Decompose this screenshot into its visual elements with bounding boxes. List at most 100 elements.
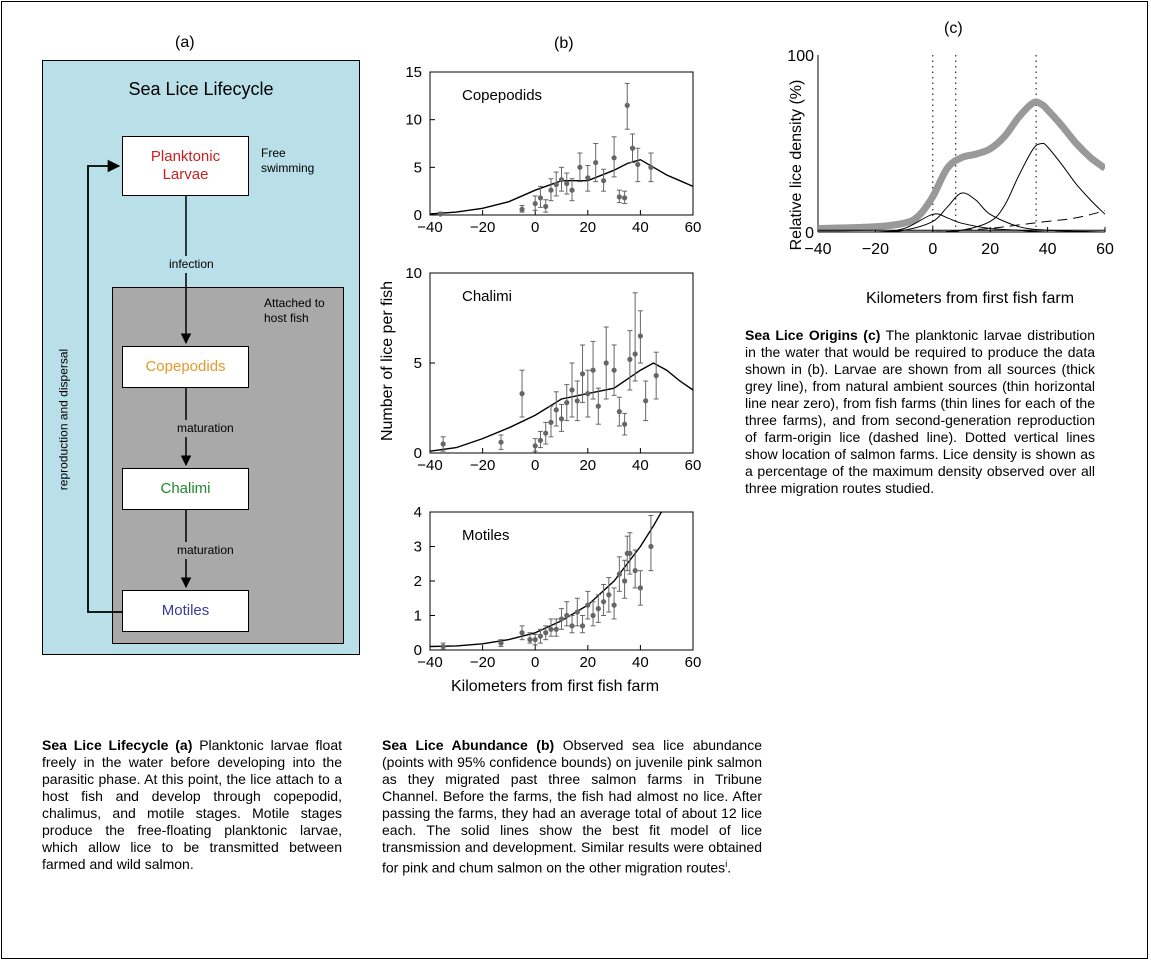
caption-b-title: Sea Lice Abundance (b) xyxy=(382,737,555,753)
data-point xyxy=(600,599,607,605)
caption-c-title: Sea Lice Origins (c) xyxy=(745,327,881,343)
data-point xyxy=(622,195,628,201)
y-tick-label: 3 xyxy=(414,539,422,556)
y-tick-label: 15 xyxy=(405,64,422,81)
x-tick-label: 0 xyxy=(531,654,539,671)
caption-c: Sea Lice Origins (c) The planktonic larv… xyxy=(745,327,1095,497)
y-tick-label: 5 xyxy=(414,355,422,372)
attached-label: Attached to host fish xyxy=(264,296,325,325)
panel-c-ylabel: Relative lice density (%) xyxy=(788,79,805,251)
x-tick-label: 60 xyxy=(1096,241,1114,258)
subplot-motiles: −40 −20 0 20 40 60 0 1 2 3 4 Motiles xyxy=(414,504,702,671)
data-point xyxy=(558,616,565,622)
data-point xyxy=(532,637,538,643)
data-point xyxy=(611,602,617,608)
data-point xyxy=(553,407,559,413)
data-point xyxy=(553,626,559,632)
x-tick-label: −40 xyxy=(417,219,442,236)
x-tick-label: 20 xyxy=(981,241,999,258)
x-tick-label: 60 xyxy=(685,654,702,671)
density-series-thin-2 xyxy=(818,213,1105,232)
x-tick-label: 0 xyxy=(928,241,937,258)
x-tick-label: 20 xyxy=(579,457,596,474)
data-point xyxy=(519,206,525,212)
stage-motiles-label: Motiles xyxy=(161,602,210,619)
data-point xyxy=(574,609,580,615)
data-point xyxy=(611,367,617,373)
data-point xyxy=(616,571,622,577)
x-tick-label: 40 xyxy=(632,457,649,474)
density-series-thin-3 xyxy=(818,142,1105,232)
data-point xyxy=(569,387,575,393)
caption-b-text: Observed sea lice abundance (points with… xyxy=(382,737,762,876)
data-point xyxy=(543,203,549,210)
data-point xyxy=(574,398,580,404)
stage-planktonic-larvae: Planktonic Larvae xyxy=(122,136,249,196)
x-tick-label: −40 xyxy=(804,241,831,258)
data-point xyxy=(606,592,612,598)
stage-copepodids-label: Copepodids xyxy=(145,358,226,375)
x-tick-label: −40 xyxy=(417,654,442,671)
y-tick-label: 0 xyxy=(414,642,422,659)
data-point xyxy=(635,161,641,168)
caption-c-text: The planktonic larvae distribution in th… xyxy=(745,327,1095,496)
data-point xyxy=(532,200,538,207)
data-point xyxy=(622,421,628,427)
data-point xyxy=(590,367,596,373)
data-point xyxy=(564,400,570,406)
subplot-title: Copepodids xyxy=(462,87,542,104)
data-point xyxy=(593,159,599,166)
data-point xyxy=(498,640,504,646)
data-point xyxy=(653,373,659,379)
data-point xyxy=(519,391,525,397)
data-point xyxy=(632,351,638,357)
data-point xyxy=(624,102,630,108)
density-series-dashed-5 xyxy=(818,210,1105,232)
density-series-thin-1 xyxy=(818,192,1105,232)
x-tick-label: 60 xyxy=(685,457,702,474)
data-point xyxy=(590,612,596,619)
panel-b-xlabel: Kilometers from first fish farm xyxy=(450,678,660,695)
data-point xyxy=(648,543,654,550)
free-swimming-label: Free swimming xyxy=(261,146,315,175)
x-tick-label: 0 xyxy=(531,219,539,236)
x-tick-label: 0 xyxy=(531,457,539,474)
data-point xyxy=(553,181,559,188)
reproduction-loop-arrow xyxy=(87,159,122,613)
density-lines xyxy=(818,98,1105,232)
data-point xyxy=(543,430,549,436)
data-point xyxy=(498,439,504,445)
y-tick-label: 10 xyxy=(405,265,422,282)
data-point xyxy=(569,623,575,629)
x-tick-label: 40 xyxy=(632,654,649,671)
subplot-title: Chalimi xyxy=(462,288,512,305)
data-point xyxy=(548,419,554,425)
data-point xyxy=(543,630,549,636)
panel-b-ylabel: Number of lice per fish xyxy=(379,280,396,442)
stage-planktonic-larvae-label: Planktonic Larvae xyxy=(150,148,221,183)
panel-c-xlabel: Kilometers from first fish farm xyxy=(865,290,1075,307)
data-point xyxy=(440,643,446,650)
x-tick-label: −20 xyxy=(470,654,495,671)
maturation-label-2: maturation xyxy=(175,542,236,559)
subplot-chalimi: −40 −20 0 20 40 60 0 5 10 Chalimi xyxy=(405,265,701,474)
data-point xyxy=(577,164,583,170)
fit-line xyxy=(429,158,694,215)
data-point xyxy=(629,145,636,151)
maturation-label-1: maturation xyxy=(175,420,236,437)
caption-b-footnote: i xyxy=(725,859,728,869)
caption-a: Sea Lice Lifecycle (a) Planktonic larvae… xyxy=(42,737,342,873)
y-tick-label: 4 xyxy=(414,504,422,521)
subplot-copepodids: −40 −20 0 20 40 60 0 5 10 15 Copepodids xyxy=(405,64,701,236)
x-tick-label: −20 xyxy=(862,241,889,258)
stage-motiles: Motiles xyxy=(122,590,249,632)
caption-a-title: Sea Lice Lifecycle (a) xyxy=(42,737,193,753)
stage-copepodids: Copepodids xyxy=(122,346,249,388)
data-point xyxy=(579,623,586,629)
data-point xyxy=(527,637,533,643)
data-point xyxy=(627,356,633,362)
panel-a-label: (a) xyxy=(175,34,195,51)
x-tick-label: 20 xyxy=(579,654,596,671)
x-tick-label: −20 xyxy=(470,457,495,474)
